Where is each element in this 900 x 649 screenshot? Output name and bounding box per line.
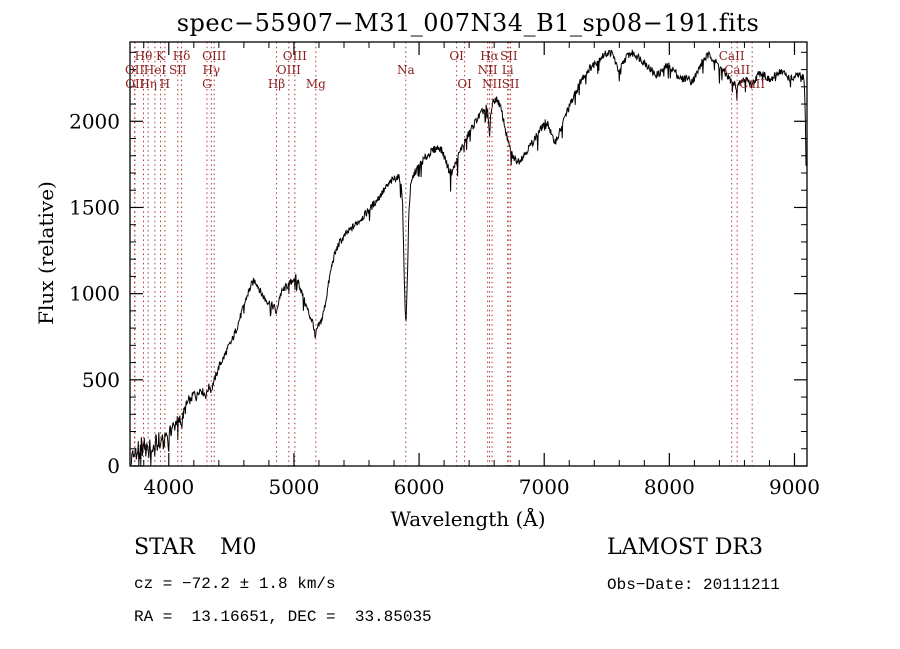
spectral-line-label-G: G [202,77,212,91]
obs-date-value: Obs−Date: 20111211 [607,576,780,594]
spectral-line-label-Hη: Hη [139,77,157,91]
x-tick-label: 9000 [769,475,820,499]
spectral-line-label-Hγ: Hγ [203,63,221,77]
tick-group [130,42,807,467]
spectral-line-label-OIII: OIII [202,49,226,63]
object-class-label: STAR [134,535,195,560]
plot-frame [129,41,808,467]
spectral-line-label-K: K [156,49,166,63]
spectral-lines-overlay-group [134,42,753,466]
spectral-line-label-Hδ: Hδ [173,49,191,63]
y-tick-label: 0 [107,454,120,478]
spectral-line-label-SII: SII [169,63,187,77]
spectral-line-label-SII: SII [500,49,518,63]
spectral-line-label-HeI: HeI [144,63,167,77]
spectral-line-label-OII: OII [125,63,145,77]
y-axis-label: Flux (relative) [34,181,58,325]
spectral-line-label-OII: OII [125,77,145,91]
y-tick-label: 1000 [69,282,120,306]
spectral-line-label-CaII: CaII [739,77,765,91]
spectral-line-label-NII: NII [482,77,502,91]
spectral-line-label-SII: SII [502,77,520,91]
spectral-line-label-Hβ: Hβ [268,77,285,91]
x-tick-label: 4000 [143,475,194,499]
spectral-line-label-OIII: OIII [283,49,307,63]
spectral-line-label-Na: Na [397,63,415,77]
axes-group [129,41,808,467]
spectral-line-label-Li: Li [502,63,514,77]
spectrum-group [130,49,807,466]
y-tick-label: 1500 [69,195,120,219]
survey-label: LAMOST DR3 [607,535,763,560]
spectral-line-label-NII: NII [478,63,498,77]
spectral-line-label-OIII: OIII [277,63,301,77]
x-tick-label: 5000 [268,475,319,499]
spectral-line-label-CaII: CaII [724,63,750,77]
spectral-line-label-H: H [160,77,170,91]
spectral-line-label-group: OIIOIIHθHηHeIKHSIIHδGHγOIIIHβOIIIOIIIMgN… [125,49,765,91]
spectral-line-label-Hθ: Hθ [135,49,153,63]
spectral-line-label-CaII: CaII [719,49,745,63]
y-tick-label: 2000 [69,109,120,133]
spectral-line-label-OI: OI [449,49,464,63]
x-tick-label: 6000 [394,475,445,499]
ra-dec-value: RA = 13.16651, DEC = 33.85035 [134,608,432,626]
object-subclass-label: M0 [220,535,257,560]
x-tick-label: 7000 [519,475,570,499]
spectral-line-label-Hα: Hα [480,49,499,63]
cz-value: cz = −72.2 ± 1.8 km/s [134,575,336,593]
spectrum-line [130,49,807,466]
spectral-line-label-Mg: Mg [306,77,326,91]
plot-title: spec−55907−M31_007N34_B1_sp08−191.fits [176,9,760,37]
x-axis-label: Wavelength (Å) [390,507,546,531]
x-tick-label: 8000 [644,475,695,499]
y-tick-label: 500 [82,368,120,392]
spectral-line-label-OI: OI [457,77,472,91]
tick-label-group: 4000 5000 6000 7000 8000 9000 0 500 1000 1500 2000 [69,109,820,499]
